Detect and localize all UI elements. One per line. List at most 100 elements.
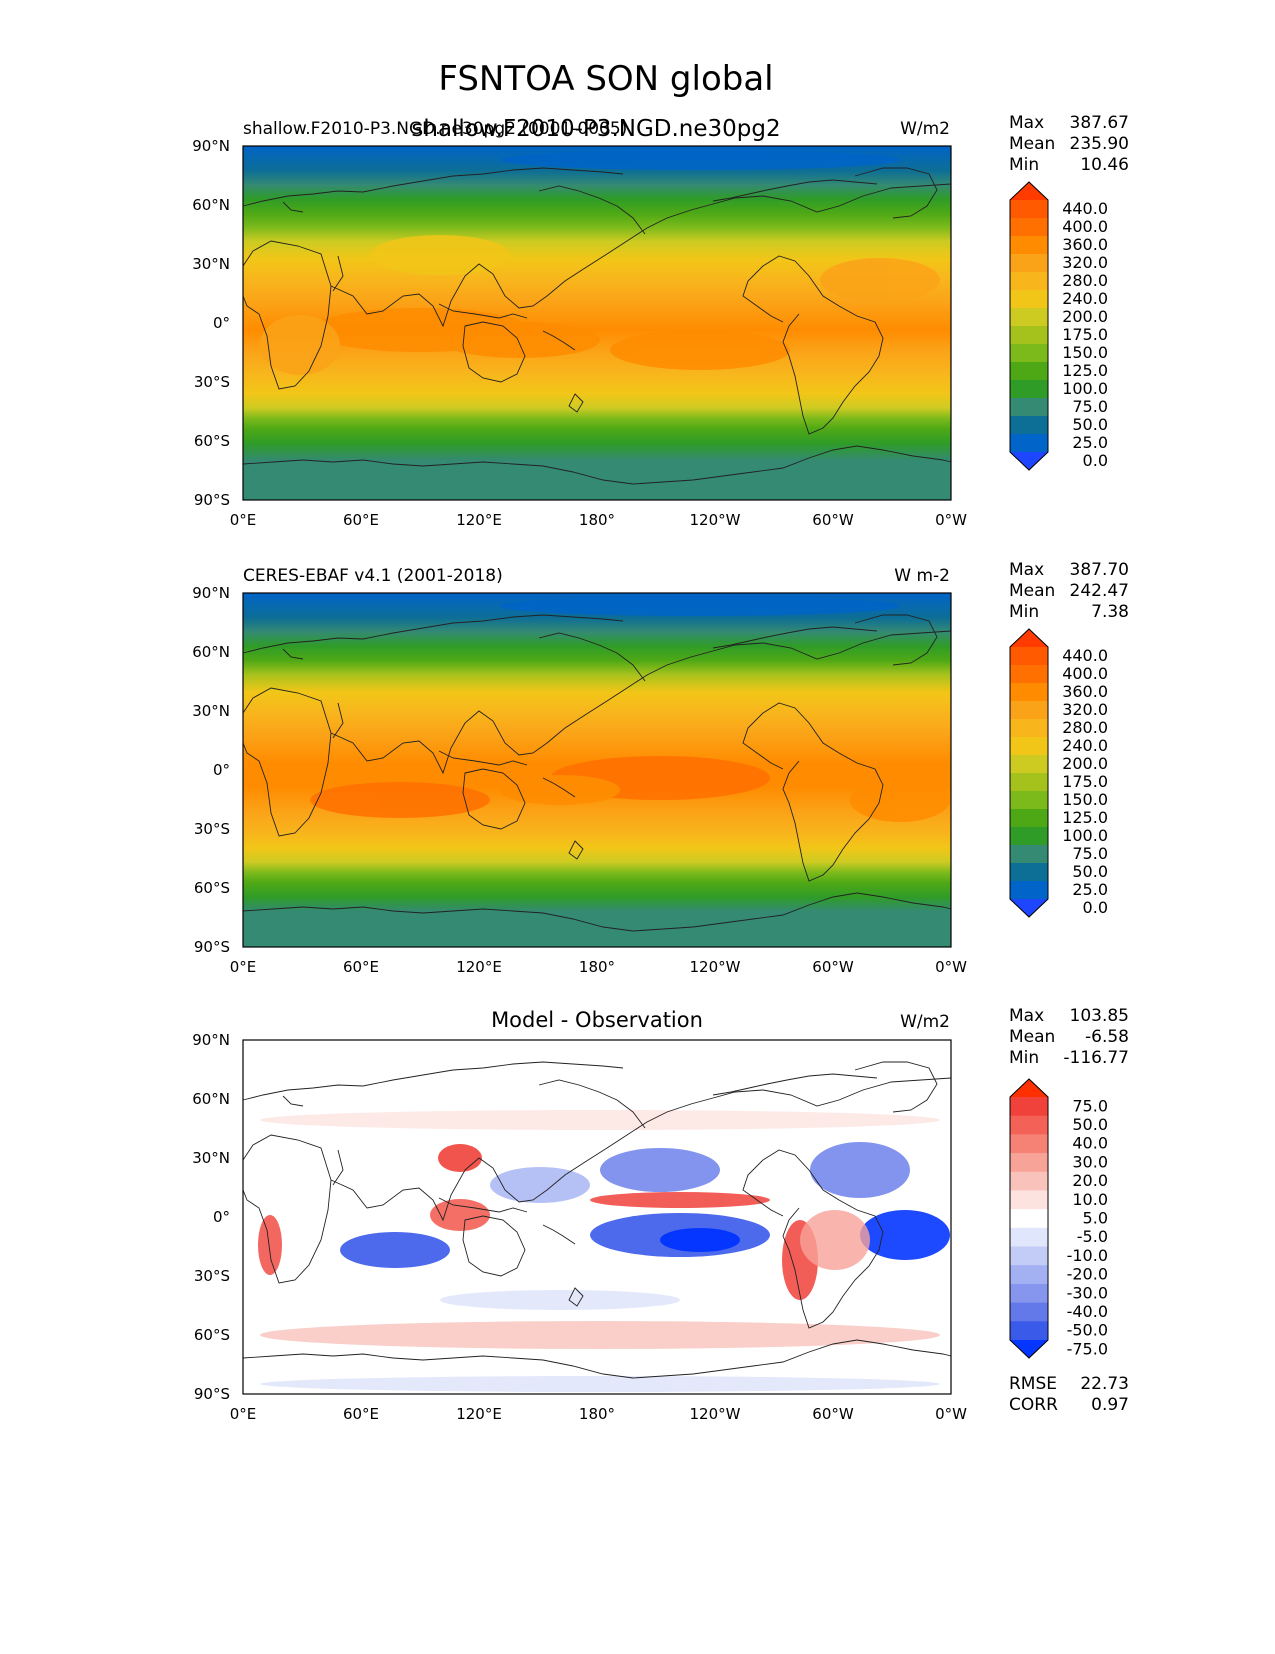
colorbar-swatch [1010,398,1048,417]
lon-tick: 120°W [690,958,741,976]
lat-tick: 90°S [194,491,230,509]
blob-subtropics-pos [260,1110,940,1130]
lon-tick: 60°W [812,511,854,529]
blob-asia-land [370,235,510,275]
corr-value: 0.97 [1091,1395,1129,1415]
colorbar-tick-label: -40.0 [1067,1302,1108,1321]
colorbar-swatch [1010,362,1048,381]
colorbar-swatch [1010,665,1048,684]
colorbar-extend-top [1010,182,1048,200]
colorbar-swatch [1010,218,1048,237]
stat-value: 235.90 [1070,134,1129,154]
colorbar-tick-label: 75.0 [1072,397,1108,416]
colorbar-main-1: 440.0400.0360.0320.0280.0240.0200.0175.0… [1009,181,1108,471]
colorbar-tick-label: 440.0 [1062,199,1108,218]
panel-model-lon-ticks: 0°E 60°E 120°E 180° 120°W 60°W 0°W [230,511,967,529]
panel-obs-units: W m-2 [894,566,950,586]
lon-tick: 120°W [690,1405,741,1423]
blob-antarctica-neg [260,1376,940,1392]
colorbar-tick-label: 100.0 [1062,379,1108,398]
blob-atlantic-neg [860,1210,950,1260]
panel-diff-blobs [258,1110,950,1392]
colorbar-swatch [1010,326,1048,345]
lon-tick: 60°E [343,1405,379,1423]
blob-west-pacific-warm [440,322,600,358]
corr-label: CORR [1009,1395,1058,1415]
lat-tick: 0° [213,1208,230,1226]
lon-tick: 0°W [935,511,967,529]
lat-tick: 60°S [194,879,230,897]
colorbar-swatch [1010,200,1048,219]
colorbar-tick-label: -20.0 [1067,1265,1108,1284]
colorbar-swatch [1010,863,1048,882]
panel-diff: Model - Observation W/m2 90°N 60°N [192,1006,1129,1423]
stat-label: Mean [1009,581,1055,601]
stat-value: -6.58 [1085,1027,1129,1047]
panel-diff-center-title: Model - Observation [491,1008,703,1032]
lat-tick: 90°N [192,584,230,602]
colorbar-tick-label: 320.0 [1062,700,1108,719]
panel-model-frame [242,145,952,501]
colorbar-tick-label: 75.0 [1072,1096,1108,1115]
colorbar-tick-label: 360.0 [1062,235,1108,254]
lat-tick: 60°N [192,643,230,661]
stat-value: 242.47 [1070,581,1129,601]
colorbar-outline [1009,628,1049,918]
blob-arctic [500,596,900,616]
lat-tick: 60°N [192,1090,230,1108]
colorbar-tick-label: 30.0 [1072,1152,1108,1171]
lat-tick: 30°S [194,373,230,391]
stat-label: Max [1009,113,1044,133]
colorbar-swatch [1010,755,1048,774]
colorbar-swatch [1010,791,1048,810]
lat-tick: 90°S [194,938,230,956]
blob-west-pacific-neg [490,1167,590,1203]
colorbar-swatch [1010,647,1048,666]
lon-tick: 180° [579,511,615,529]
colorbar-swatch [1010,272,1048,291]
colorbar-tick-label: 0.0 [1083,451,1108,470]
colorbar-extend-top [1010,1079,1048,1097]
panel-obs-frame [242,592,952,948]
stat-label: Max [1009,560,1044,580]
colorbar-tick-label: 50.0 [1072,862,1108,881]
stat-label: Min [1009,155,1039,175]
blob-south-pacific-neg [440,1290,680,1310]
lon-tick: 180° [579,958,615,976]
colorbar-tick-label: -50.0 [1067,1321,1108,1340]
lat-tick: 30°N [192,702,230,720]
colorbar-swatch [1010,881,1048,900]
stat-label: Min [1009,1048,1039,1068]
lon-tick: 0°E [230,1405,257,1423]
panel-model-left-title: shallow.F2010-P3.NGD.ne30pg2 (0001-0005) [243,119,627,139]
colorbar-extend-bottom [1010,899,1048,917]
blob-indian-ocean-neg [340,1232,450,1268]
colorbar-tick-label: 240.0 [1062,289,1108,308]
lat-tick: 90°N [192,1031,230,1049]
stat-label: Mean [1009,1027,1055,1047]
colorbar-tick-label: 175.0 [1062,772,1108,791]
lat-tick: 0° [213,761,230,779]
lon-tick: 120°E [456,1405,502,1423]
lon-tick: 60°W [812,1405,854,1423]
lat-tick: 0° [213,314,230,332]
colorbar-swatch [1010,683,1048,702]
blob-south-pacific [610,330,790,370]
panel-obs: CERES-EBAF v4.1 (2001-2018) W m-2 90°N 6… [192,560,1129,976]
colorbar-tick-label: -75.0 [1067,1339,1108,1358]
stat-value: 10.46 [1080,155,1129,175]
panel-diff-units: W/m2 [900,1012,950,1032]
lon-tick: 120°E [456,511,502,529]
figure-overlay-title: shallow.F2010-P3.NGD.ne30pg2 [411,116,780,142]
colorbar-extend-bottom [1010,1340,1048,1358]
colorbar-swatch [1010,308,1048,327]
colorbar-tick-label: 440.0 [1062,646,1108,665]
colorbar-tick-label: 400.0 [1062,217,1108,236]
lon-tick: 60°E [343,958,379,976]
colorbar-swatch [1010,1302,1048,1322]
panel-obs-stats: Max 387.70 Mean 242.47 Min 7.38 [1009,560,1129,622]
blob-north-atlantic [820,258,940,302]
lon-tick: 120°E [456,958,502,976]
blob-south-america-pos [800,1210,870,1270]
